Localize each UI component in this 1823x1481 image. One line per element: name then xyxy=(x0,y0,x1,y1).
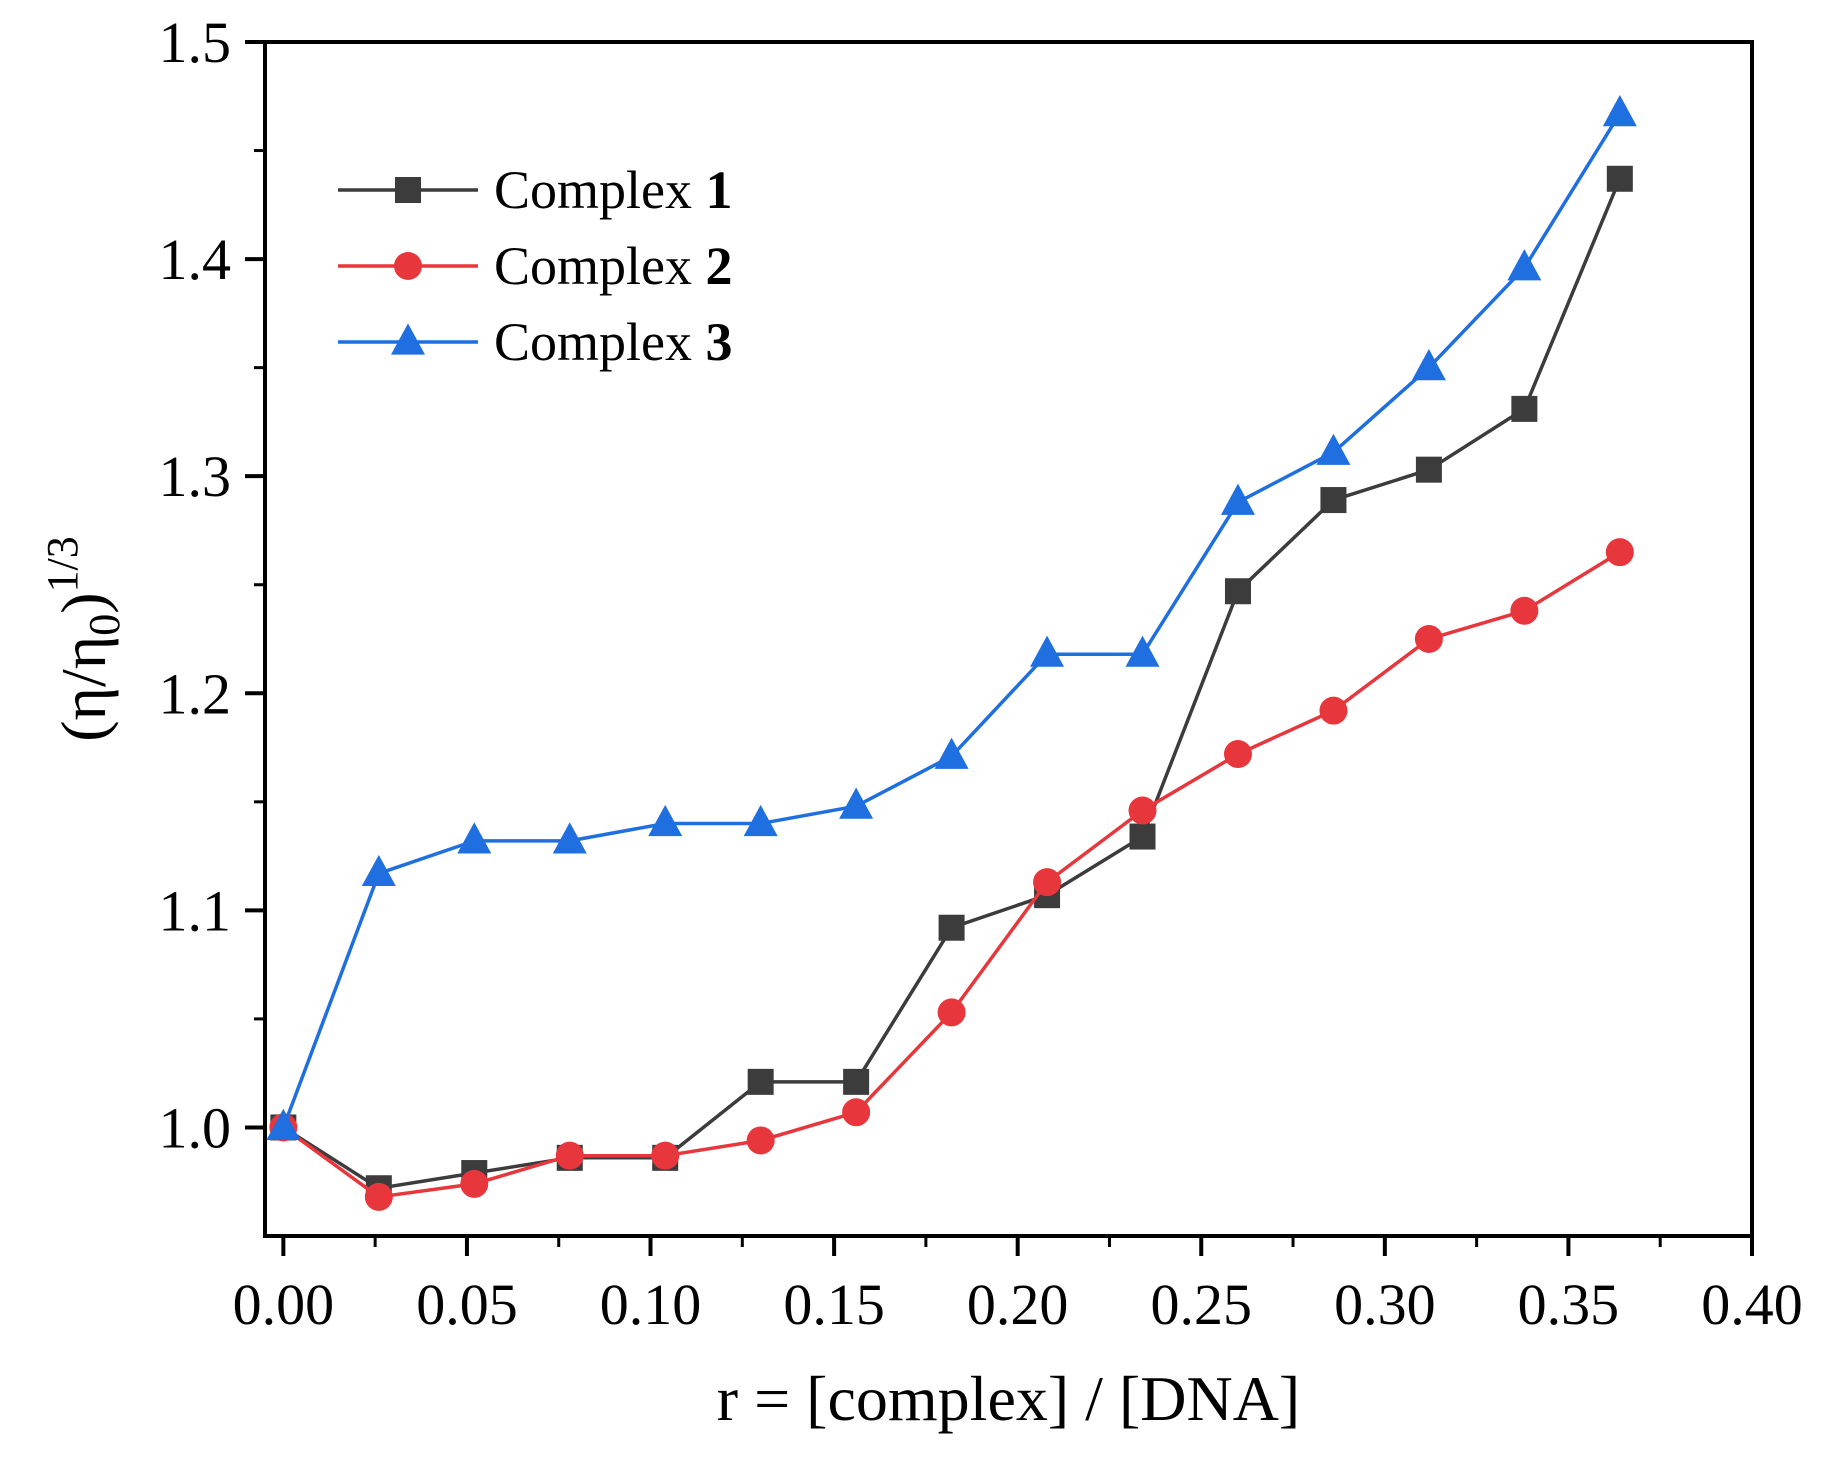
series-line-3 xyxy=(281,112,1622,1129)
data-point-s1-14 xyxy=(1606,165,1633,192)
legend-label-3: Complex 3 xyxy=(494,312,733,372)
data-point-s2-3 xyxy=(555,1141,584,1170)
x-tick-label-8: 0.40 xyxy=(1701,1272,1803,1337)
data-point-s3-11 xyxy=(1316,433,1351,465)
data-point-s2-7 xyxy=(937,998,966,1027)
data-point-s2-10 xyxy=(1223,740,1252,769)
legend: Complex 1 Complex 2 Complex 3 xyxy=(338,160,733,372)
x-tick-label-3: 0.15 xyxy=(783,1272,885,1337)
data-point-s1-11 xyxy=(1320,487,1347,514)
data-point-s3-1 xyxy=(361,854,396,887)
y-axis-title: (η/η0)1/3 xyxy=(38,536,129,742)
x-tick-label-6: 0.30 xyxy=(1334,1272,1436,1337)
data-point-s2-2 xyxy=(460,1169,489,1198)
data-point-s3-10 xyxy=(1220,483,1255,515)
data-point-s2-12 xyxy=(1414,625,1443,653)
data-point-s3-2 xyxy=(457,822,492,854)
data-point-s3-6 xyxy=(839,787,874,819)
data-point-s2-14 xyxy=(1605,538,1634,567)
data-point-s3-14 xyxy=(1602,95,1637,127)
data-point-s2-13 xyxy=(1510,596,1539,625)
data-point-s3-13 xyxy=(1507,249,1542,281)
x-tick-label-1: 0.05 xyxy=(416,1272,518,1337)
data-point-s3-4 xyxy=(648,804,683,837)
data-point-s1-13 xyxy=(1511,395,1538,422)
data-point-s3-3 xyxy=(552,822,587,854)
data-point-s2-4 xyxy=(651,1141,680,1170)
y-tick-label-1: 1.1 xyxy=(159,878,232,943)
data-point-s1-5 xyxy=(747,1068,774,1095)
legend-marker-1 xyxy=(395,177,421,203)
data-point-s3-12 xyxy=(1411,349,1446,381)
legend-marker-3 xyxy=(391,323,425,355)
legend-label-1: Complex 1 xyxy=(494,160,733,220)
y-tick-label-5: 1.5 xyxy=(159,10,232,75)
data-point-s3-7 xyxy=(934,737,969,769)
y-tick-label-3: 1.3 xyxy=(159,444,232,509)
plot-layer xyxy=(266,95,1637,1211)
y-tick-label-2: 1.2 xyxy=(159,661,232,726)
data-point-s3-0 xyxy=(266,1108,301,1141)
x-tick-label-0: 0.00 xyxy=(233,1272,335,1337)
data-point-s1-6 xyxy=(843,1068,870,1095)
data-point-s2-5 xyxy=(746,1126,775,1155)
data-point-s2-9 xyxy=(1128,796,1157,825)
x-tick-label-4: 0.20 xyxy=(967,1272,1069,1337)
legend-marker-2 xyxy=(394,252,422,280)
axes-layer: 0.00 0.05 0.10 0.15 0.20 0.25 0.30 0.35 0.40 1.0 1… xyxy=(159,10,1803,1337)
plot-frame xyxy=(263,40,1754,1238)
data-point-s1-12 xyxy=(1415,456,1442,483)
series-line-1 xyxy=(282,178,1622,1190)
data-point-s1-9 xyxy=(1129,823,1156,850)
data-point-s2-6 xyxy=(842,1098,871,1127)
data-point-s2-11 xyxy=(1319,696,1348,725)
y-tick-label-4: 1.4 xyxy=(159,227,232,292)
data-point-s2-1 xyxy=(364,1182,393,1211)
data-point-s3-8 xyxy=(1030,635,1065,667)
y-tick-label-0: 1.0 xyxy=(159,1095,232,1160)
x-tick-label-7: 0.35 xyxy=(1518,1272,1620,1337)
data-point-s1-10 xyxy=(1224,578,1251,605)
data-point-s3-9 xyxy=(1125,635,1160,667)
x-tick-label-5: 0.25 xyxy=(1151,1272,1253,1337)
data-point-s1-7 xyxy=(938,914,965,941)
x-tick-label-2: 0.10 xyxy=(600,1272,702,1337)
legend-label-2: Complex 2 xyxy=(494,236,733,296)
data-point-s3-5 xyxy=(743,804,778,837)
y-axis-title-text: (η/η0)1/3 xyxy=(38,536,129,742)
x-axis-title: r = [complex] / [DNA] xyxy=(717,1363,1300,1434)
data-point-s2-8 xyxy=(1033,868,1062,897)
